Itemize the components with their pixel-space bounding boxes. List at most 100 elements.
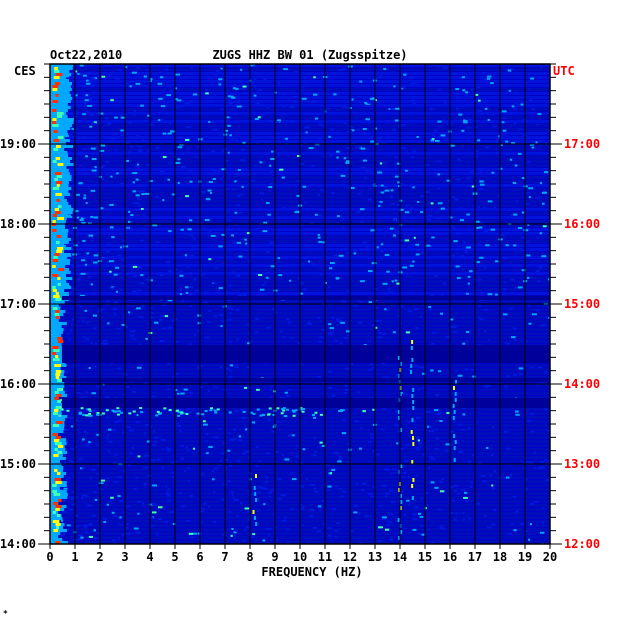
spectrum-speckle xyxy=(104,395,110,398)
spectrum-speckle xyxy=(134,165,140,168)
low-freq-band xyxy=(50,352,66,355)
spectrum-speckle xyxy=(189,244,195,247)
spectrum-speckle xyxy=(518,367,524,370)
spectrum-speckle xyxy=(396,162,401,165)
spectrum-speckle xyxy=(91,169,97,172)
spectrum-speckle xyxy=(490,82,494,85)
spectrum-speckle xyxy=(262,487,266,490)
spectrum-speckle xyxy=(232,87,236,90)
spectrum-speckle xyxy=(497,194,500,197)
spectrum-speckle xyxy=(328,332,333,335)
event-streak xyxy=(112,410,116,413)
spectrum-speckle xyxy=(119,499,124,502)
spectrum-speckle xyxy=(167,178,170,181)
spectrum-speckle xyxy=(104,117,109,120)
spectrum-speckle xyxy=(175,318,178,321)
spectrum-speckle xyxy=(271,308,277,311)
spectrum-speckle xyxy=(503,313,508,316)
spectrum-speckle xyxy=(161,466,164,469)
spectrum-speckle xyxy=(321,444,325,447)
spectrum-speckle xyxy=(394,156,398,159)
low-freq-band xyxy=(50,259,71,262)
spectrum-speckle xyxy=(435,437,440,440)
spectrum-speckle xyxy=(123,245,129,248)
x-tick-label: 6 xyxy=(196,550,203,564)
spectrum-speckle xyxy=(208,100,213,103)
spectrum-speckle xyxy=(529,413,534,416)
spectrum-speckle xyxy=(319,441,323,444)
spectrum-speckle xyxy=(70,242,74,245)
spectrum-speckle xyxy=(167,269,173,272)
spectrum-speckle xyxy=(371,231,375,234)
spectrum-speckle xyxy=(110,99,114,102)
spectrum-speckle xyxy=(452,331,457,334)
spectrum-speckle xyxy=(229,364,234,367)
spectrum-speckle xyxy=(119,288,123,291)
spectrum-speckle xyxy=(106,437,109,440)
spectrum-speckle xyxy=(496,152,501,155)
spectrum-speckle xyxy=(193,333,197,336)
spectrum-speckle xyxy=(462,413,466,416)
spectrum-speckle xyxy=(149,307,153,310)
spectrum-speckle xyxy=(476,261,480,264)
spectrum-speckle xyxy=(348,65,353,68)
spectrum-speckle xyxy=(247,173,250,176)
spectrum-speckle xyxy=(515,510,519,513)
spectrum-speckle xyxy=(70,169,75,172)
tremor-line xyxy=(399,392,402,396)
low-freq-peak xyxy=(52,88,58,91)
tremor-line xyxy=(412,442,415,446)
spectrum-speckle xyxy=(177,105,183,108)
spectrum-speckle xyxy=(437,173,441,176)
spectrum-speckle xyxy=(344,384,348,387)
event-streak xyxy=(209,409,213,412)
low-freq-peak xyxy=(52,484,57,487)
spectrum-speckle xyxy=(295,455,300,458)
spectrum-speckle xyxy=(342,490,347,493)
event-streak xyxy=(302,407,306,410)
spectrum-speckle xyxy=(505,342,511,345)
spectrum-speckle xyxy=(528,187,534,190)
low-freq-peak xyxy=(56,181,63,184)
spectrum-speckle xyxy=(385,492,391,495)
spectrum-speckle xyxy=(60,519,64,522)
low-freq-peak xyxy=(52,358,60,361)
spectrum-speckle xyxy=(450,76,456,79)
spectrum-speckle xyxy=(391,203,395,206)
spectrum-speckle xyxy=(277,82,281,85)
tremor-line xyxy=(412,388,415,392)
spectrum-speckle xyxy=(167,132,172,135)
low-freq-peak xyxy=(56,199,60,202)
x-tick-label: 8 xyxy=(246,550,253,564)
spectrum-speckle xyxy=(243,167,248,170)
spectrum-speckle xyxy=(386,270,390,273)
low-freq-band xyxy=(50,178,72,181)
spectrum-speckle xyxy=(100,342,106,345)
spectrum-speckle xyxy=(205,440,208,443)
spectrum-speckle xyxy=(393,234,396,237)
spectrum-speckle xyxy=(263,503,266,506)
spectrum-speckle xyxy=(115,266,120,269)
event-streak xyxy=(116,407,120,410)
spectrum-speckle xyxy=(309,249,312,252)
spectrum-speckle xyxy=(65,196,70,199)
low-freq-band xyxy=(50,286,72,289)
spectrum-speckle xyxy=(144,483,148,486)
spectrum-speckle xyxy=(228,369,232,372)
spectrum-speckle xyxy=(299,282,303,285)
spectrum-speckle xyxy=(213,386,218,389)
spectrum-speckle xyxy=(177,182,180,185)
spectrum-speckle xyxy=(491,523,496,526)
event-streak xyxy=(119,411,123,414)
spectrum-speckle xyxy=(121,323,125,326)
tremor-line xyxy=(398,536,401,540)
spectrum-speckle xyxy=(508,532,513,535)
spectrum-speckle xyxy=(445,248,449,251)
spectrum-speckle xyxy=(179,274,184,277)
spectrum-speckle xyxy=(488,338,491,341)
spectrum-speckle xyxy=(494,260,499,263)
spectrum-speckle xyxy=(196,145,200,148)
tremor-line xyxy=(399,506,402,510)
spectrum-speckle xyxy=(200,140,206,143)
spectrum-speckle xyxy=(453,240,458,243)
